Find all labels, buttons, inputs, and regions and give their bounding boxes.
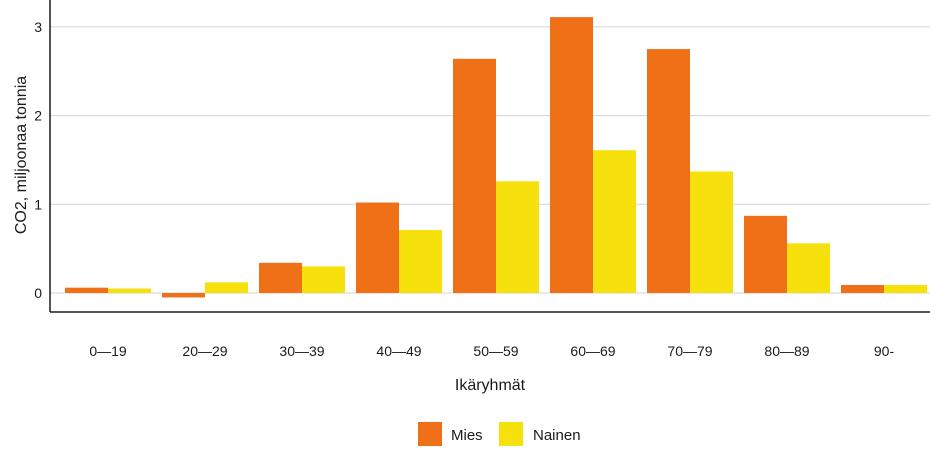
y-tick-labels: 0 1 2 3 bbox=[34, 19, 42, 301]
x-tick-label: 50—59 bbox=[473, 343, 518, 359]
x-tick-label: 60—69 bbox=[570, 343, 615, 359]
bar-mies-0 bbox=[65, 287, 108, 293]
legend-swatch-nainen bbox=[499, 422, 523, 446]
bar-nainen-1 bbox=[205, 282, 248, 293]
x-tick-label: 30—39 bbox=[279, 343, 324, 359]
legend-swatch-mies bbox=[418, 422, 442, 446]
x-axis-title: Ikäryhmät bbox=[455, 377, 526, 394]
bar-mies-5 bbox=[550, 17, 593, 293]
legend: Mies Nainen bbox=[418, 422, 581, 446]
bar-mies-7 bbox=[744, 215, 787, 293]
bar-nainen-6 bbox=[690, 171, 733, 293]
bar-mies-8 bbox=[841, 285, 884, 293]
bar-nainen-8 bbox=[884, 285, 927, 293]
x-tick-label: 20—29 bbox=[182, 343, 227, 359]
bars bbox=[65, 17, 927, 298]
bar-mies-1 bbox=[162, 293, 205, 298]
bar-nainen-3 bbox=[399, 230, 442, 293]
bar-mies-3 bbox=[356, 202, 399, 293]
bar-nainen-0 bbox=[108, 288, 151, 293]
bar-nainen-7 bbox=[787, 243, 830, 293]
legend-label-nainen: Nainen bbox=[533, 427, 581, 444]
x-tick-labels: 0—19 20—29 30—39 40—49 50—59 60—69 70—79 80—89 9… bbox=[89, 343, 894, 359]
bar-mies-4 bbox=[453, 58, 496, 293]
legend-label-mies: Mies bbox=[451, 427, 483, 444]
y-tick-label: 0 bbox=[34, 285, 42, 301]
bar-mies-6 bbox=[647, 49, 690, 294]
bar-nainen-4 bbox=[496, 181, 539, 293]
bar-mies-2 bbox=[259, 262, 302, 293]
x-tick-label: 80—89 bbox=[764, 343, 809, 359]
y-tick-label: 1 bbox=[34, 196, 42, 212]
bar-nainen-2 bbox=[302, 266, 345, 293]
x-tick-label: 40—49 bbox=[376, 343, 421, 359]
x-tick-label: 0—19 bbox=[89, 343, 127, 359]
x-tick-label: 70—79 bbox=[667, 343, 712, 359]
x-tick-label: 90- bbox=[874, 343, 895, 359]
y-axis-title: CO2, miljoonaa tonnia bbox=[13, 76, 30, 234]
bar-nainen-5 bbox=[593, 150, 636, 293]
y-tick-label: 2 bbox=[34, 108, 42, 124]
y-tick-label: 3 bbox=[34, 19, 42, 35]
